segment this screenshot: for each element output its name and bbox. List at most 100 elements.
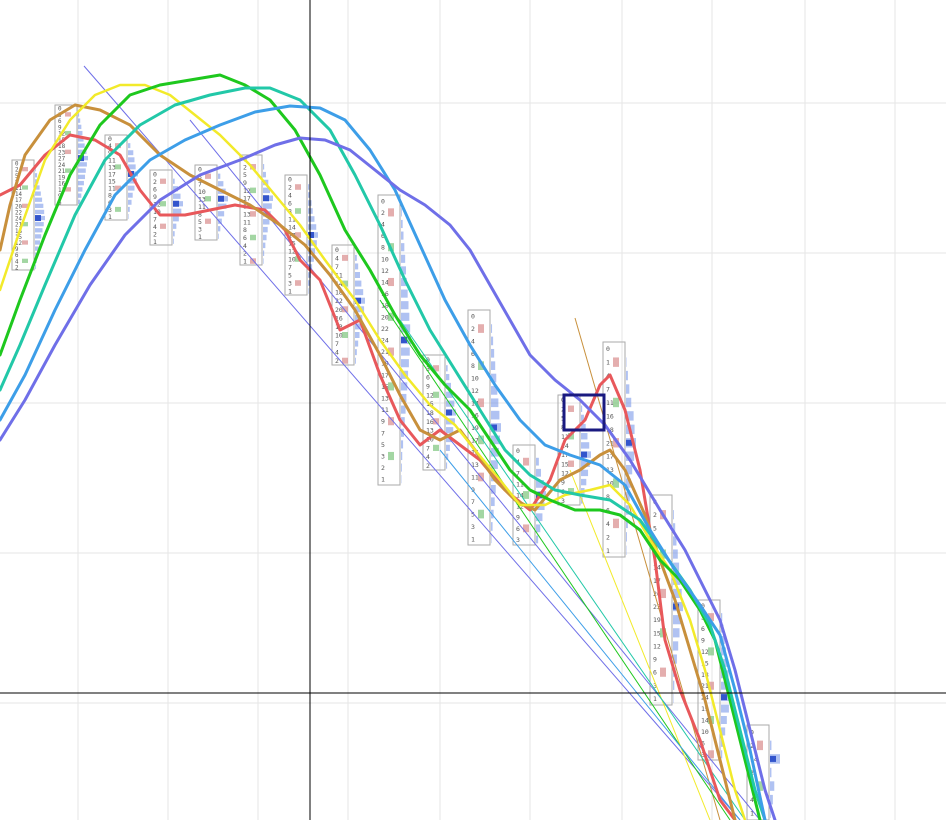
poc-marker — [218, 196, 224, 202]
profile-count-label: 9 — [701, 637, 705, 645]
profile-count-label: 12 — [471, 387, 479, 395]
profile-delta-cell — [342, 332, 348, 338]
profile-volume-bar — [35, 204, 43, 208]
profile-volume-bar — [355, 255, 357, 261]
profile-count-label: 4 — [471, 337, 475, 345]
profile-count-label: 11 — [471, 473, 479, 481]
profile-count-label: 4 — [606, 520, 610, 528]
profile-count-label: 7 — [426, 444, 430, 452]
profile-volume-bar — [218, 226, 220, 231]
profile-delta-cell — [22, 167, 28, 171]
profile-volume-bar — [308, 288, 309, 294]
profile-volume-bar — [721, 705, 729, 713]
profile-count-label: 10 — [288, 256, 296, 264]
profile-volume-bar — [401, 243, 404, 251]
profile-volume-bar — [78, 175, 85, 179]
profile-volume-bar — [491, 349, 494, 358]
profile-delta-cell — [613, 398, 619, 407]
profile-volume-bar — [491, 534, 492, 543]
profile-volume-bar — [263, 219, 269, 225]
profile-count-label: 2 — [15, 265, 19, 271]
profile-volume-bar — [355, 263, 358, 269]
profile-volume-bar — [128, 150, 133, 155]
profile-volume-bar — [581, 406, 582, 412]
profile-volume-bar — [401, 220, 403, 228]
profile-volume-bar — [721, 716, 727, 724]
profile-count-label: 1 — [153, 238, 157, 246]
profile-count-label: 19 — [653, 616, 661, 624]
profile-count-label: 6 — [15, 253, 19, 259]
profile-delta-cell — [433, 392, 439, 398]
profile-volume-bar — [308, 256, 314, 262]
profile-volume-bar — [218, 211, 224, 216]
profile-volume-bar — [401, 208, 402, 216]
profile-delta-cell — [160, 201, 166, 206]
profile-count-label: 3 — [381, 453, 385, 461]
profile-volume-bar — [173, 239, 174, 244]
profile-volume-bar — [128, 143, 130, 148]
profile-count-label: 13 — [243, 210, 251, 218]
profile-delta-cell — [22, 185, 28, 189]
profile-volume-bar — [78, 131, 82, 135]
profile-count-label: 14 — [288, 224, 296, 232]
profile-volume-bar — [78, 118, 80, 122]
profile-volume-bar — [673, 681, 674, 690]
profile-delta-cell — [295, 184, 301, 190]
profile-count-label: 3 — [516, 536, 520, 544]
profile-volume-bar — [263, 250, 264, 256]
profile-volume-bar — [401, 290, 408, 298]
profile-volume-bar — [401, 452, 402, 460]
profile-count-label: 2 — [381, 464, 385, 472]
profile-volume-bar — [35, 240, 40, 244]
profile-volume-bar — [218, 181, 223, 186]
profile-count-label: 0 — [381, 197, 385, 205]
profile-delta-cell — [160, 224, 166, 229]
profile-volume-bar — [536, 469, 541, 477]
profile-volume-bar — [78, 162, 87, 166]
profile-count-label: 16 — [426, 418, 434, 426]
profile-volume-bar — [401, 359, 409, 367]
poc-marker — [173, 201, 179, 207]
profile-volume-bar — [355, 272, 360, 278]
poc-marker — [446, 410, 452, 416]
profile-volume-bar — [491, 497, 495, 506]
profile-volume-bar — [491, 337, 493, 346]
profile-volume-bar — [355, 289, 363, 295]
profile-count-label: 1 — [198, 233, 202, 241]
profile-delta-cell — [115, 164, 121, 169]
profile-delta-cell — [115, 207, 121, 212]
profile-count-label: 10 — [381, 255, 389, 263]
profile-count-label: 2 — [471, 325, 475, 333]
profile-volume-bar — [78, 143, 85, 147]
profile-volume-bar — [35, 198, 42, 202]
profile-volume-bar — [355, 349, 357, 355]
profile-count-label: 9 — [381, 418, 385, 426]
profile-delta-cell — [250, 211, 256, 217]
profile-volume-bar — [263, 235, 267, 241]
profile-volume-bar — [401, 313, 409, 321]
profile-count-label: 1 — [606, 547, 610, 555]
profile-volume-bar — [673, 510, 674, 519]
profile-delta-cell — [205, 219, 211, 224]
profile-volume-bar — [35, 234, 41, 238]
profile-count-label: 11 — [243, 218, 251, 226]
profile-delta-cell — [160, 179, 166, 184]
profile-volume-bar — [128, 214, 129, 219]
profile-delta-cell — [568, 406, 574, 412]
profile-volume-bar — [491, 522, 493, 531]
profile-volume-bar — [355, 332, 360, 338]
poc-marker — [263, 195, 269, 201]
profile-count-label: 15 — [561, 460, 569, 468]
profile-count-label: 3 — [288, 280, 292, 288]
profile-volume-bar — [626, 398, 631, 407]
profile-count-label: 1 — [288, 288, 292, 296]
profile-volume-bar — [35, 228, 43, 232]
profile-volume-bar — [446, 462, 447, 468]
profile-volume-bar — [581, 479, 586, 485]
trend-line-1 — [190, 120, 760, 820]
poc-marker — [35, 215, 41, 221]
profile-delta-cell — [523, 458, 529, 466]
